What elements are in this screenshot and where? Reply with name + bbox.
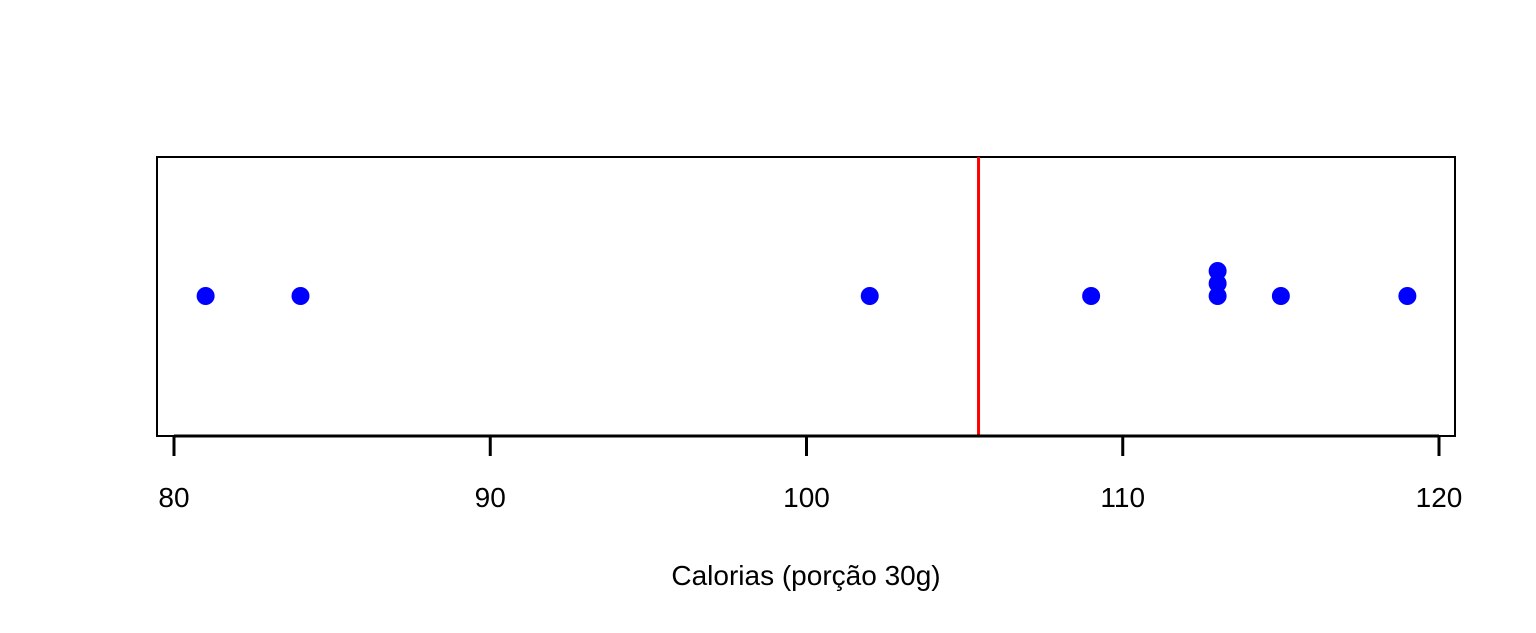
- data-points: [196, 262, 1417, 305]
- plot-box: [156, 156, 1456, 437]
- data-point: [1208, 287, 1227, 305]
- data-point: [1082, 287, 1101, 305]
- data-point: [196, 287, 215, 305]
- data-point: [1271, 287, 1290, 305]
- x-tick-label: 90: [475, 482, 506, 513]
- data-point: [1208, 274, 1227, 293]
- x-tick-label: 100: [783, 482, 830, 513]
- x-tick-label: 110: [1100, 482, 1145, 513]
- x-tick-label: 120: [1416, 482, 1463, 513]
- data-point: [291, 287, 310, 305]
- x-axis: 80 90 100 110 120: [158, 434, 1462, 513]
- data-point: [1208, 262, 1227, 280]
- x-ticks: 80 90 100 110 120: [158, 436, 1462, 513]
- data-point: [1398, 287, 1417, 305]
- x-tick-label: 80: [158, 482, 189, 513]
- data-point: [860, 287, 879, 305]
- x-axis-title: Calorias (porção 30g): [671, 560, 940, 591]
